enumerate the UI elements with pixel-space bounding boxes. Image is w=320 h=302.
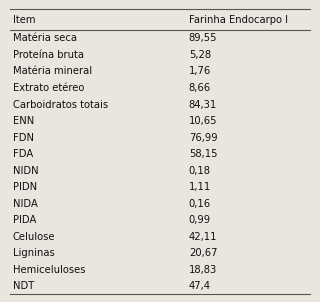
Text: Farinha Endocarpo I: Farinha Endocarpo I [189,15,288,25]
Text: Hemiceluloses: Hemiceluloses [13,265,85,275]
Text: ENN: ENN [13,116,34,126]
Text: Matéria mineral: Matéria mineral [13,66,92,76]
Text: PIDA: PIDA [13,215,36,225]
Text: Celulose: Celulose [13,232,55,242]
Text: 1,76: 1,76 [189,66,211,76]
Text: 18,83: 18,83 [189,265,217,275]
Text: 20,67: 20,67 [189,248,217,258]
Text: 8,66: 8,66 [189,83,211,93]
Text: 0,18: 0,18 [189,165,211,175]
Text: 58,15: 58,15 [189,149,217,159]
Text: 42,11: 42,11 [189,232,217,242]
Text: 89,55: 89,55 [189,34,217,43]
Text: 47,4: 47,4 [189,281,211,291]
Text: 10,65: 10,65 [189,116,217,126]
Text: NIDA: NIDA [13,199,38,209]
Text: FDA: FDA [13,149,33,159]
Text: Proteína bruta: Proteína bruta [13,50,84,60]
Text: NIDN: NIDN [13,165,38,175]
Text: Extrato etéreo: Extrato etéreo [13,83,84,93]
Text: 1,11: 1,11 [189,182,211,192]
Text: FDN: FDN [13,133,34,143]
Text: Matéria seca: Matéria seca [13,34,77,43]
Text: PIDN: PIDN [13,182,37,192]
Text: Carboidratos totais: Carboidratos totais [13,100,108,110]
Text: 5,28: 5,28 [189,50,211,60]
Text: Item: Item [13,15,35,25]
Text: NDT: NDT [13,281,34,291]
Text: 0,99: 0,99 [189,215,211,225]
Text: 76,99: 76,99 [189,133,217,143]
Text: 84,31: 84,31 [189,100,217,110]
Text: Ligninas: Ligninas [13,248,54,258]
Text: 0,16: 0,16 [189,199,211,209]
